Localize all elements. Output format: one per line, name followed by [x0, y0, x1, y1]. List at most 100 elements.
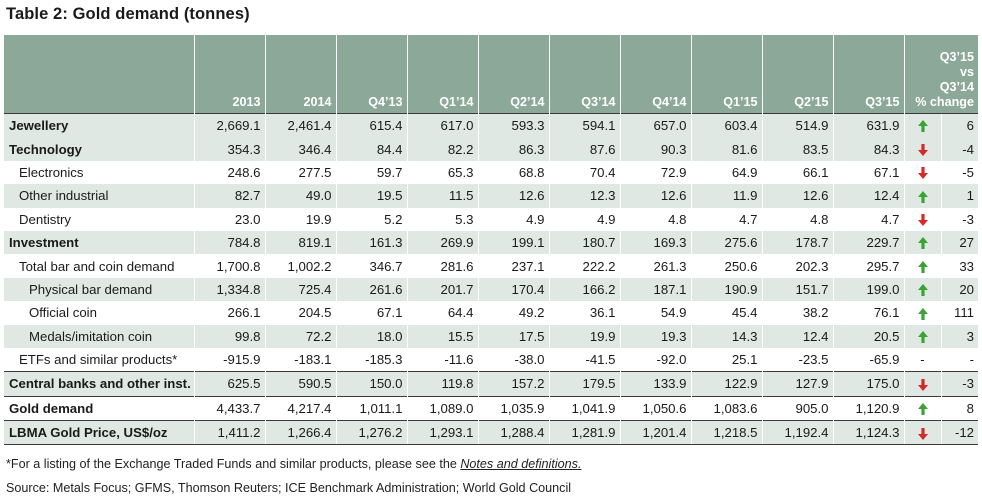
value-cell: -92.0 — [619, 347, 691, 372]
value-cell: 83.5 — [761, 137, 833, 161]
value-cell: 222.2 — [548, 254, 620, 278]
value-cell: 248.6 — [193, 160, 265, 185]
header-q1-15: Q1’15 — [690, 35, 762, 114]
value-cell: 84.3 — [832, 137, 904, 161]
value-cell: 161.3 — [335, 230, 407, 255]
table-row-other-industrial: Other industrial 82.7 49.0 19.5 11.5 12.6 12.3… — [4, 184, 979, 208]
value-cell: 590.5 — [264, 371, 336, 397]
value-cell: 14.3 — [690, 324, 762, 348]
value-cell: 204.5 — [264, 301, 336, 325]
value-cell: 68.8 — [477, 160, 549, 185]
value-cell: 12.3 — [548, 184, 620, 208]
arrow-up-icon — [903, 395, 941, 421]
value-cell: 266.1 — [193, 301, 265, 325]
value-cell: 82.2 — [406, 137, 478, 161]
row-label: Jewellery — [4, 113, 194, 138]
value-cell: 23.0 — [193, 207, 265, 231]
percent-change: -4 — [940, 137, 979, 161]
value-cell: 70.4 — [548, 160, 620, 185]
value-cell: 17.5 — [477, 324, 549, 348]
value-cell: 54.9 — [619, 301, 691, 325]
notes-definitions-link[interactable]: Notes and definitions. — [460, 457, 582, 471]
table-row-electronics: Electronics 248.6 277.5 59.7 65.3 68.8 70.4 72.… — [4, 160, 979, 185]
row-label: ETFs and similar products* — [4, 347, 194, 372]
row-label: Dentistry — [4, 207, 194, 231]
table-body: Jewellery 2,669.1 2,461.4 615.4 617.0 593.3 59… — [4, 113, 979, 446]
value-cell: 11.9 — [690, 184, 762, 208]
value-cell: 201.7 — [406, 277, 478, 302]
value-cell: 119.8 — [406, 371, 478, 397]
row-label: Official coin — [4, 301, 194, 325]
table-row-central-banks-and-other-inst: Central banks and other inst. 625.5 590.5 1… — [4, 371, 979, 397]
percent-change: 3 — [940, 324, 979, 348]
value-cell: 5.3 — [406, 207, 478, 231]
value-cell: 354.3 — [193, 137, 265, 161]
value-cell: 1,293.1 — [406, 420, 478, 446]
value-cell: 12.4 — [832, 184, 904, 208]
value-cell: 151.7 — [761, 277, 833, 302]
header-q1-14: Q1’14 — [406, 35, 478, 114]
value-cell: 1,011.1 — [335, 395, 407, 421]
value-cell: 250.6 — [690, 254, 762, 278]
percent-change: 1 — [940, 184, 979, 208]
value-cell: 1,124.3 — [832, 420, 904, 446]
value-cell: 261.3 — [619, 254, 691, 278]
value-cell: 657.0 — [619, 113, 691, 138]
value-cell: -11.6 — [406, 347, 478, 372]
value-cell: 166.2 — [548, 277, 620, 302]
value-cell: 86.3 — [477, 137, 549, 161]
value-cell: 593.3 — [477, 113, 549, 138]
row-label: Gold demand — [4, 395, 194, 421]
value-cell: 2,461.4 — [264, 113, 336, 138]
value-cell: 187.1 — [619, 277, 691, 302]
row-label: Technology — [4, 137, 194, 161]
value-cell: 5.2 — [335, 207, 407, 231]
percent-change: 8 — [940, 395, 979, 421]
value-cell: 2,669.1 — [193, 113, 265, 138]
value-cell: 76.1 — [832, 301, 904, 325]
value-cell: 514.9 — [761, 113, 833, 138]
value-cell: 617.0 — [406, 113, 478, 138]
value-cell: 4.9 — [477, 207, 549, 231]
row-label: Electronics — [4, 160, 194, 185]
value-cell: 11.5 — [406, 184, 478, 208]
value-cell: 4.8 — [619, 207, 691, 231]
value-cell: 64.4 — [406, 301, 478, 325]
source-note: Source: Metals Focus; GFMS, Thomson Reut… — [6, 481, 572, 495]
value-cell: 1,201.4 — [619, 420, 691, 446]
row-label: LBMA Gold Price, US$/oz — [4, 420, 194, 446]
header-change-line3: Q3’14 — [939, 80, 975, 94]
gold-demand-table: 2013 2014 Q4’13 Q1’14 Q2’14 Q3’14 Q4’14 … — [4, 35, 979, 446]
row-label: Medals/imitation coin — [4, 324, 194, 348]
value-cell: 295.7 — [832, 254, 904, 278]
value-cell: 1,276.2 — [335, 420, 407, 446]
value-cell: 45.4 — [690, 301, 762, 325]
value-cell: 122.9 — [690, 371, 762, 397]
value-cell: 1,083.6 — [690, 395, 762, 421]
value-cell: 66.1 — [761, 160, 833, 185]
table-row-dentistry: Dentistry 23.0 19.9 5.2 5.3 4.9 4.9 4.8 4.7 4.8 4.… — [4, 207, 979, 231]
value-cell: 4.7 — [832, 207, 904, 231]
value-cell: -23.5 — [761, 347, 833, 372]
header-q4-13: Q4’13 — [335, 35, 407, 114]
value-cell: 157.2 — [477, 371, 549, 397]
value-cell: 64.9 — [690, 160, 762, 185]
percent-change: -3 — [940, 371, 979, 397]
value-cell: 202.3 — [761, 254, 833, 278]
value-cell: 199.0 — [832, 277, 904, 302]
footnote: *For a listing of the Exchange Traded Fu… — [6, 457, 581, 471]
value-cell: 12.6 — [477, 184, 549, 208]
value-cell: 631.9 — [832, 113, 904, 138]
value-cell: 169.3 — [619, 230, 691, 255]
value-cell: 275.6 — [690, 230, 762, 255]
value-cell: 20.5 — [832, 324, 904, 348]
row-label: Central banks and other inst. — [4, 371, 194, 397]
header-q2-15: Q2’15 — [761, 35, 833, 114]
arrow-up-icon — [903, 324, 941, 348]
value-cell: 12.4 — [761, 324, 833, 348]
value-cell: 1,002.2 — [264, 254, 336, 278]
table-row-total-bar-and-coin-demand: Total bar and coin demand 1,700.8 1,002.2 3… — [4, 254, 979, 278]
value-cell: 281.6 — [406, 254, 478, 278]
value-cell: 18.0 — [335, 324, 407, 348]
arrow-down-icon — [903, 207, 941, 231]
